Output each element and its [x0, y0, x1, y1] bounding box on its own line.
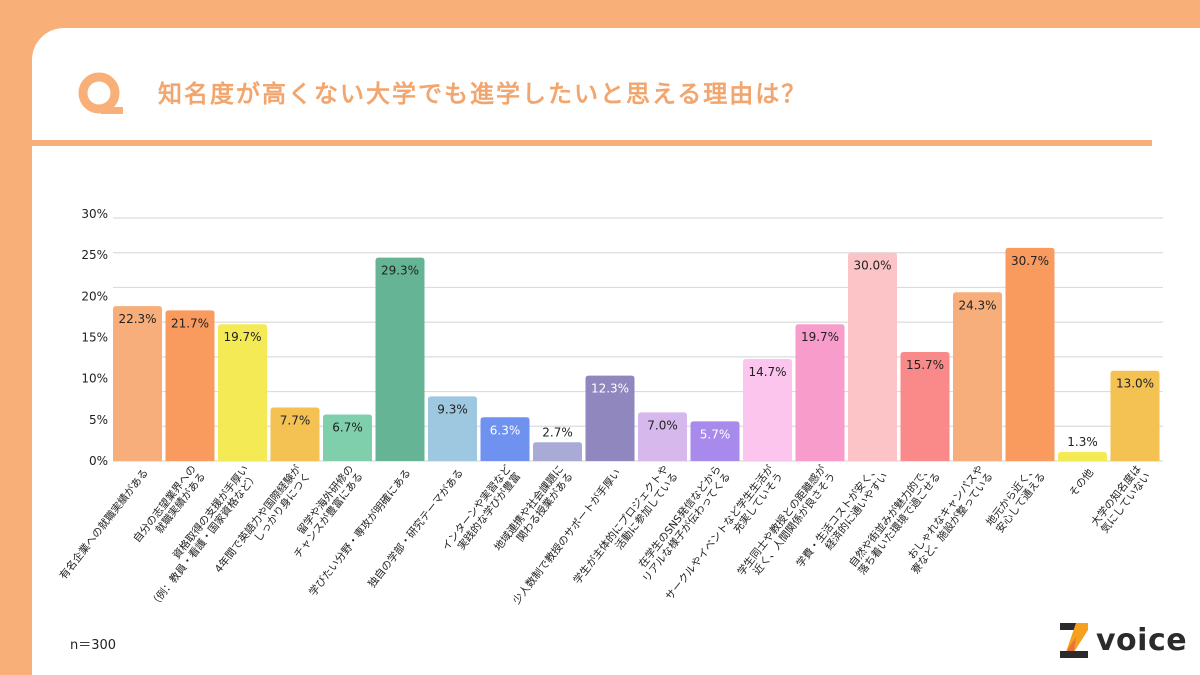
q-letter-icon [78, 72, 123, 114]
value-label: 13.0% [1116, 377, 1154, 391]
value-label: 24.3% [958, 298, 996, 312]
value-label: 21.7% [171, 316, 209, 330]
bar-19 [1110, 370, 1160, 461]
logo-text: voice [1096, 622, 1188, 658]
value-label: 6.7% [332, 420, 363, 434]
bar-9 [585, 375, 635, 461]
bar-1 [165, 310, 215, 461]
bar-6 [428, 396, 477, 461]
y-tick-label: 5% [89, 413, 108, 427]
value-label: 22.3% [118, 312, 156, 326]
x-tick-label: その他 [1066, 466, 1096, 499]
x-tick-label: 有名企業への就職実績がある [57, 466, 151, 582]
bar-17 [1005, 247, 1055, 461]
value-label: 30.0% [853, 259, 891, 273]
value-label: 12.3% [591, 382, 629, 396]
value-label: 5.7% [700, 427, 731, 441]
bar-16 [953, 292, 1002, 461]
value-label: 9.3% [437, 402, 468, 416]
x-tick-label: 独自の学部・研究テーマがある [365, 466, 466, 590]
value-label: 2.7% [542, 425, 573, 439]
bar-5 [375, 257, 425, 461]
bar-12 [743, 358, 792, 461]
sample-size: n＝300 [70, 638, 117, 653]
y-tick-label: 30% [81, 207, 108, 221]
value-labels: 22.3% 21.7% 19.7% 7.7% 6.7% 29.3% 9.3% 6.3% 2.7%… [118, 254, 1154, 449]
value-label: 29.3% [381, 264, 419, 278]
value-label: 14.7% [748, 365, 786, 379]
value-label: 7.0% [647, 418, 678, 432]
bar-13 [795, 324, 845, 461]
z-logo-icon [1060, 623, 1088, 658]
bar-11 [690, 421, 740, 461]
y-tick-label: 10% [81, 372, 108, 386]
bar-3 [270, 407, 320, 461]
value-label: 30.7% [1011, 254, 1049, 268]
y-tick-label: 25% [81, 248, 108, 262]
value-label: 19.7% [801, 330, 839, 344]
title-divider [32, 140, 1152, 146]
x-label-6: 独自の学部・研究テーマがある [365, 466, 466, 590]
x-label-17: 地元から近く、安心して通える [983, 463, 1048, 536]
bar-0 [113, 306, 162, 461]
x-label-18: その他 [1066, 466, 1096, 499]
bar-2 [218, 324, 267, 461]
value-label: 15.7% [906, 358, 944, 372]
bar-10 [638, 412, 687, 461]
bar-14 [848, 252, 897, 461]
chart-title: 知名度が高くない大学でも進学したいと思える理由は？ [158, 80, 808, 108]
value-label: 1.3% [1067, 435, 1098, 449]
value-label: 7.7% [280, 414, 311, 428]
bar-18 [1058, 451, 1107, 461]
bar-4 [323, 414, 372, 461]
x-label-0: 有名企業への就職実績がある [57, 466, 151, 582]
y-axis-ticks: 0% 5% 10% 15% 20% 25% 30% [81, 207, 108, 468]
y-tick-label: 20% [81, 289, 108, 303]
value-label: 19.7% [223, 330, 261, 344]
value-label: 6.3% [490, 423, 521, 437]
bar-7 [480, 417, 530, 461]
bars [113, 247, 1160, 461]
y-tick-label: 0% [89, 454, 108, 468]
x-axis-labels: 有名企業への就職実績がある自分の志望業界への就職実績がある資格取得の支援が手厚い… [57, 462, 1154, 610]
brand-logo: voice [1060, 620, 1187, 660]
y-tick-label: 15% [81, 331, 108, 345]
bar-15 [900, 351, 950, 461]
bar-8 [533, 442, 582, 461]
